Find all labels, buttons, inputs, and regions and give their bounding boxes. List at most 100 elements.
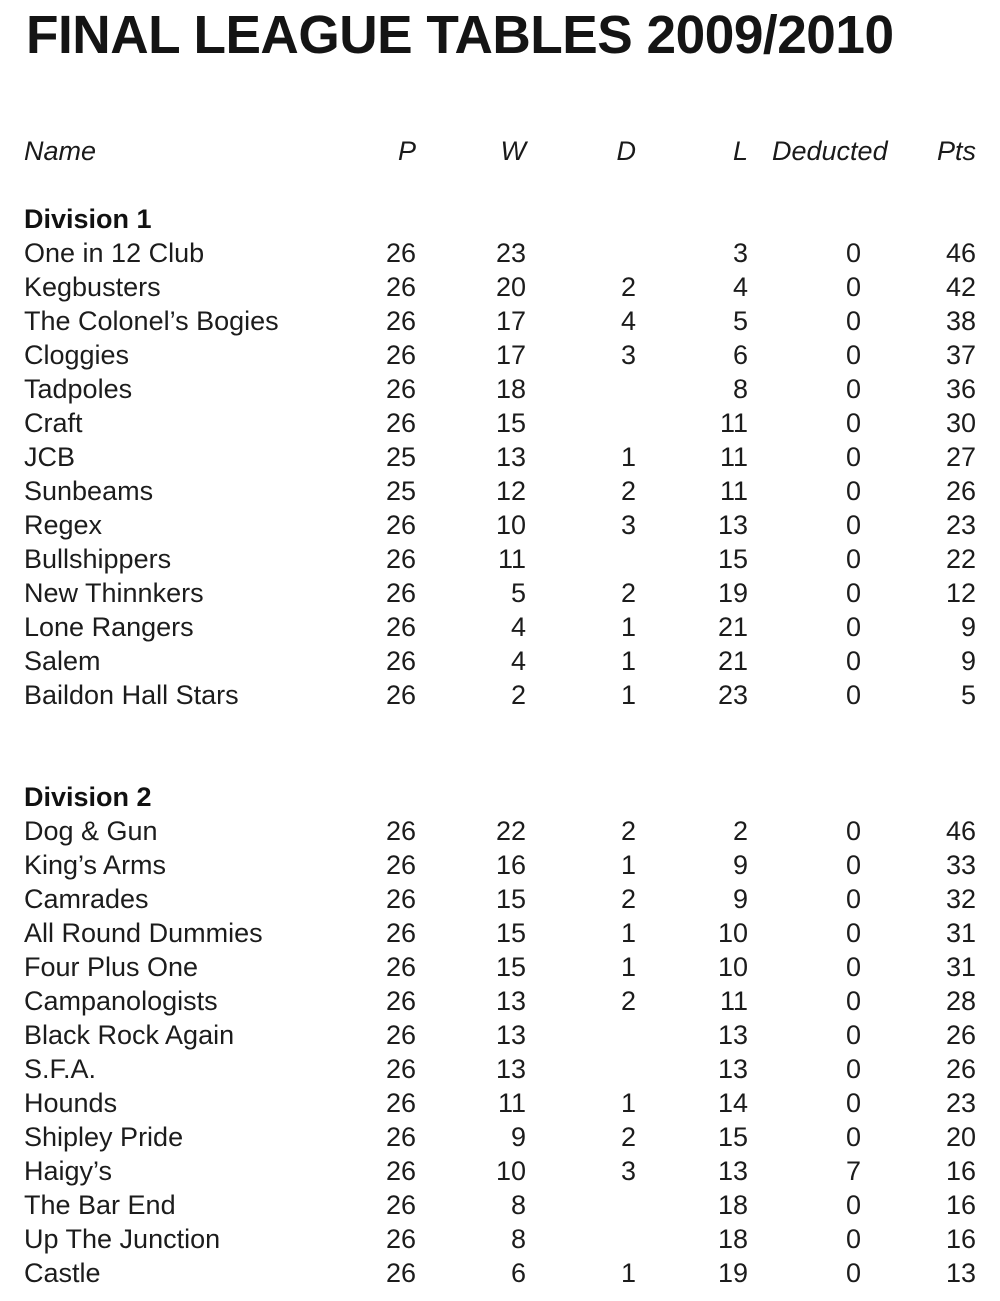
team-deducted: 0 (845, 952, 861, 982)
team-w: 17 (495, 340, 526, 370)
team-deducted: 0 (845, 442, 861, 472)
team-l: 11 (719, 408, 748, 438)
team-pts: 23 (945, 510, 976, 540)
team-pts: 31 (945, 918, 976, 948)
team-l: 11 (719, 986, 748, 1016)
team-l: 18 (717, 1224, 748, 1254)
team-d: 1 (620, 1258, 636, 1288)
team-d: 1 (620, 442, 636, 472)
team-d: 3 (620, 510, 636, 540)
team-d: 2 (620, 578, 636, 608)
team-pts: 31 (945, 952, 976, 982)
team-deducted: 0 (845, 1122, 861, 1152)
team-deducted: 0 (845, 408, 861, 438)
team-name: The Colonel’s Bogies (24, 306, 279, 336)
team-p: 26 (385, 1122, 416, 1152)
division-heading: Division 2 (24, 782, 152, 812)
team-pts: 30 (945, 408, 976, 438)
team-p: 26 (385, 850, 416, 880)
team-d: 1 (620, 1088, 636, 1118)
table-row: Black Rock Again 26 13 13 0 26 (0, 1018, 1000, 1052)
team-p: 26 (385, 952, 416, 982)
team-w: 16 (495, 850, 526, 880)
team-pts: 46 (945, 238, 976, 268)
team-pts: 36 (945, 374, 976, 404)
column-header-name: Name (24, 136, 97, 166)
team-pts: 5 (960, 680, 976, 710)
table-row: The Colonel’s Bogies 26 17 4 5 0 38 (0, 304, 1000, 338)
team-l: 21 (717, 612, 748, 642)
table-row: Baildon Hall Stars 26 2 1 23 0 5 (0, 678, 1000, 712)
team-d: 3 (620, 340, 636, 370)
team-deducted: 0 (845, 510, 861, 540)
team-pts: 28 (945, 986, 976, 1016)
team-w: 8 (510, 1224, 526, 1254)
team-pts: 22 (945, 544, 976, 574)
team-p: 26 (385, 374, 416, 404)
team-name: Campanologists (24, 986, 218, 1016)
team-l: 10 (717, 952, 748, 982)
team-p: 25 (385, 442, 416, 472)
team-p: 26 (385, 1054, 416, 1084)
team-name: Cloggies (24, 340, 130, 370)
team-name: Black Rock Again (24, 1020, 235, 1050)
team-p: 26 (385, 1156, 416, 1186)
team-name: Haigy’s (24, 1156, 113, 1186)
team-p: 26 (385, 238, 416, 268)
team-w: 13 (495, 986, 526, 1016)
team-name: Shipley Pride (24, 1122, 184, 1152)
team-p: 26 (385, 510, 416, 540)
team-name: Camrades (24, 884, 149, 914)
team-p: 26 (385, 408, 416, 438)
team-d (550, 406, 660, 440)
team-d (550, 1188, 660, 1222)
team-pts: 27 (945, 442, 976, 472)
team-l: 5 (732, 306, 748, 336)
team-l: 13 (717, 510, 748, 540)
team-w: 9 (510, 1122, 526, 1152)
team-pts: 33 (945, 850, 976, 880)
table-row: Haigy’s 26 10 3 13 7 16 (0, 1154, 1000, 1188)
team-d: 2 (620, 476, 636, 506)
table-row: Hounds 26 11 1 14 0 23 (0, 1086, 1000, 1120)
team-name: Lone Rangers (24, 612, 194, 642)
team-w: 2 (510, 680, 526, 710)
column-header-deducted: Deducted (772, 136, 888, 166)
team-name: Castle (24, 1258, 101, 1288)
team-w: 8 (510, 1190, 526, 1220)
team-w: 15 (495, 408, 526, 438)
table-row: King’s Arms 26 16 1 9 0 33 (0, 848, 1000, 882)
division-heading-row: Division 1 (0, 202, 1000, 236)
team-d (550, 1018, 660, 1052)
team-deducted: 0 (845, 612, 861, 642)
team-d (550, 236, 660, 270)
team-pts: 46 (945, 816, 976, 846)
team-p: 26 (385, 340, 416, 370)
team-deducted: 0 (845, 476, 861, 506)
table-row: Salem 26 4 1 21 0 9 (0, 644, 1000, 678)
team-w: 13 (495, 1020, 526, 1050)
table-row: Shipley Pride 26 9 2 15 0 20 (0, 1120, 1000, 1154)
team-name: S.F.A. (24, 1054, 97, 1084)
team-name: King’s Arms (24, 850, 167, 880)
team-w: 13 (495, 442, 526, 472)
table-row: Dog & Gun 26 22 2 2 0 46 (0, 814, 1000, 848)
team-l: 6 (732, 340, 748, 370)
team-p: 26 (385, 1088, 416, 1118)
team-name: Craft (24, 408, 83, 438)
team-pts: 32 (945, 884, 976, 914)
division-spacer (0, 712, 1000, 780)
team-w: 22 (495, 816, 526, 846)
team-d: 3 (620, 1156, 636, 1186)
team-deducted: 0 (845, 1224, 861, 1254)
team-p: 26 (385, 1020, 416, 1050)
team-name: The Bar End (24, 1190, 176, 1220)
table-row: The Bar End 26 8 18 0 16 (0, 1188, 1000, 1222)
team-name: Four Plus One (24, 952, 199, 982)
team-w: 15 (495, 884, 526, 914)
team-l: 8 (732, 374, 748, 404)
team-deducted: 0 (845, 306, 861, 336)
team-deducted: 0 (845, 238, 861, 268)
team-d: 2 (620, 272, 636, 302)
team-pts: 16 (945, 1224, 976, 1254)
